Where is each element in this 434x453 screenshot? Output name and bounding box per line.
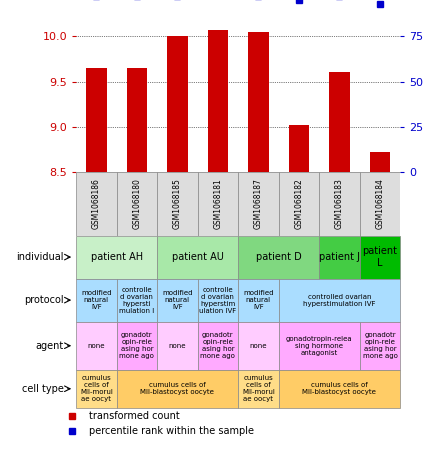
Bar: [238, 370, 278, 408]
Bar: [278, 172, 319, 236]
Text: protocol: protocol: [24, 295, 64, 305]
Text: patient
L: patient L: [362, 246, 397, 268]
Bar: [76, 279, 116, 322]
Text: none: none: [249, 343, 266, 349]
Bar: [278, 370, 399, 408]
Bar: [278, 322, 359, 370]
Bar: [126, 68, 147, 172]
Text: GSM1068182: GSM1068182: [294, 178, 303, 229]
Text: GSM1068180: GSM1068180: [132, 178, 141, 229]
Bar: [86, 68, 106, 172]
Text: patient J: patient J: [318, 252, 359, 262]
Bar: [76, 370, 116, 408]
Text: cell type: cell type: [22, 384, 64, 394]
Bar: [359, 236, 399, 279]
Text: agent: agent: [36, 341, 64, 351]
Text: GSM1068183: GSM1068183: [334, 178, 343, 229]
Text: individual: individual: [16, 252, 64, 262]
Text: cumulus
cells of
MII-morul
ae oocyt: cumulus cells of MII-morul ae oocyt: [241, 375, 274, 402]
Text: gonadotropin-relea
sing hormone
antagonist: gonadotropin-relea sing hormone antagoni…: [285, 336, 352, 356]
Bar: [319, 236, 359, 279]
Bar: [288, 125, 308, 172]
Bar: [238, 236, 319, 279]
Bar: [248, 32, 268, 172]
Text: GSM1068184: GSM1068184: [375, 178, 384, 229]
Bar: [197, 172, 238, 236]
Text: patient AU: patient AU: [171, 252, 223, 262]
Bar: [76, 172, 116, 236]
Bar: [278, 279, 399, 322]
Bar: [238, 172, 278, 236]
Bar: [116, 279, 157, 322]
Text: gonadotr
opin-rele
asing hor
mone ago: gonadotr opin-rele asing hor mone ago: [200, 332, 235, 359]
Bar: [116, 172, 157, 236]
Text: GSM1068185: GSM1068185: [172, 178, 181, 229]
Text: modified
natural
IVF: modified natural IVF: [162, 290, 192, 310]
Text: percentile rank within the sample: percentile rank within the sample: [89, 426, 253, 437]
Text: controlle
d ovarian
hypersti
mulation I: controlle d ovarian hypersti mulation I: [119, 287, 154, 313]
Text: gonadotr
opin-rele
asing hor
mone ago: gonadotr opin-rele asing hor mone ago: [362, 332, 397, 359]
Bar: [116, 370, 238, 408]
Text: controlle
d ovarian
hyperstim
ulation IVF: controlle d ovarian hyperstim ulation IV…: [199, 287, 236, 313]
Bar: [157, 322, 197, 370]
Bar: [359, 172, 399, 236]
Bar: [329, 72, 349, 172]
Bar: [359, 322, 399, 370]
Text: cumulus cells of
MII-blastocyst oocyte: cumulus cells of MII-blastocyst oocyte: [302, 382, 375, 395]
Text: none: none: [168, 343, 186, 349]
Text: GSM1068187: GSM1068187: [253, 178, 262, 229]
Bar: [157, 279, 197, 322]
Text: gonadotr
opin-rele
asing hor
mone ago: gonadotr opin-rele asing hor mone ago: [119, 332, 154, 359]
Text: modified
natural
IVF: modified natural IVF: [243, 290, 273, 310]
Text: patient AH: patient AH: [90, 252, 142, 262]
Bar: [238, 322, 278, 370]
Bar: [319, 172, 359, 236]
Bar: [207, 30, 227, 172]
Bar: [116, 322, 157, 370]
Bar: [197, 322, 238, 370]
Text: GSM1068186: GSM1068186: [92, 178, 101, 229]
Bar: [76, 322, 116, 370]
Bar: [76, 236, 157, 279]
Text: cumulus
cells of
MII-morul
ae oocyt: cumulus cells of MII-morul ae oocyt: [80, 375, 112, 402]
Text: transformed count: transformed count: [89, 410, 179, 421]
Bar: [238, 279, 278, 322]
Text: patient D: patient D: [255, 252, 301, 262]
Bar: [157, 172, 197, 236]
Text: GSM1068181: GSM1068181: [213, 178, 222, 229]
Bar: [369, 152, 389, 172]
Bar: [157, 236, 238, 279]
Bar: [197, 279, 238, 322]
Text: controlled ovarian
hyperstimulation IVF: controlled ovarian hyperstimulation IVF: [302, 294, 375, 307]
Bar: [167, 36, 187, 172]
Text: none: none: [87, 343, 105, 349]
Text: cumulus cells of
MII-blastocyst oocyte: cumulus cells of MII-blastocyst oocyte: [140, 382, 214, 395]
Text: modified
natural
IVF: modified natural IVF: [81, 290, 112, 310]
